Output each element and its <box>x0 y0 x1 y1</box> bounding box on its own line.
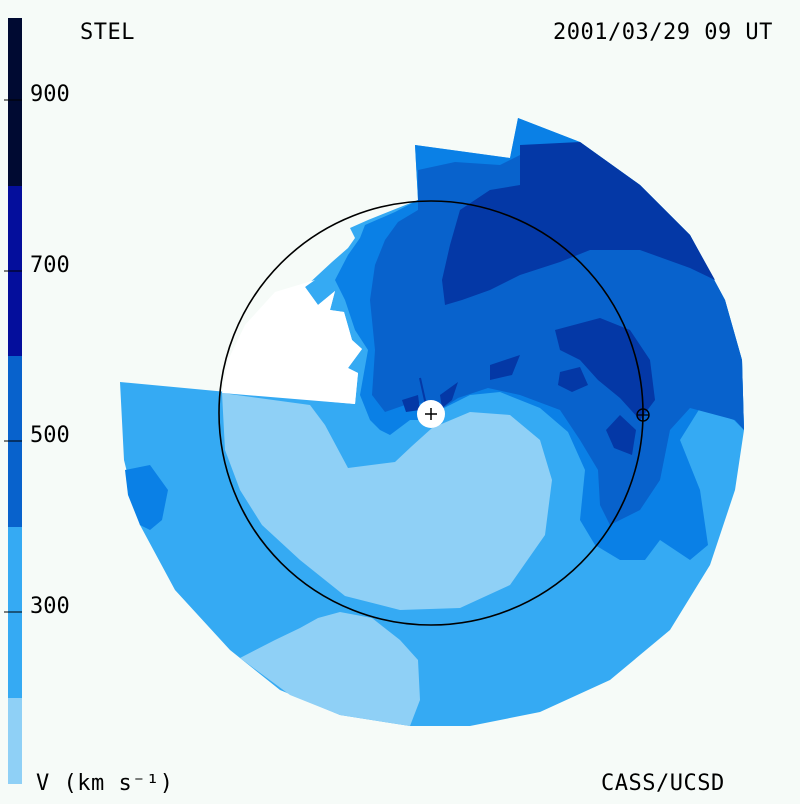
sun-ray-left <box>419 377 427 406</box>
region-below-300-b <box>240 612 420 726</box>
region-600-700-g <box>440 382 458 408</box>
colorbar-label-300: 300 <box>30 594 70 619</box>
no-data-wedge <box>222 280 362 404</box>
source-label: STEL <box>80 20 135 45</box>
colorbar-band-6 <box>8 18 22 186</box>
timestamp-label: 2001/03/29 09 UT <box>553 20 773 45</box>
region-600-700 <box>442 142 715 305</box>
velocity-contour-map <box>120 118 744 726</box>
sun-plus-marker <box>417 400 445 428</box>
unit-label: V (km s⁻¹) <box>36 771 174 796</box>
region-600-700-d <box>558 367 588 392</box>
region-below-300 <box>222 393 552 610</box>
region-600-700-e <box>606 415 636 455</box>
region-600-700-f <box>402 395 420 412</box>
colorbar-label-500: 500 <box>30 423 70 448</box>
region-600-700-c <box>490 355 520 380</box>
colorbar-label-700: 700 <box>30 253 70 278</box>
velocity-colorbar <box>4 18 22 784</box>
region-400-500-b <box>125 465 168 530</box>
colorbar-label-900: 900 <box>30 82 70 107</box>
colorbar-band-1 <box>8 698 22 784</box>
earth-orbit-marker <box>636 408 650 422</box>
credit-label: CASS/UCSD <box>601 771 725 796</box>
region-600-700-b <box>555 318 655 420</box>
